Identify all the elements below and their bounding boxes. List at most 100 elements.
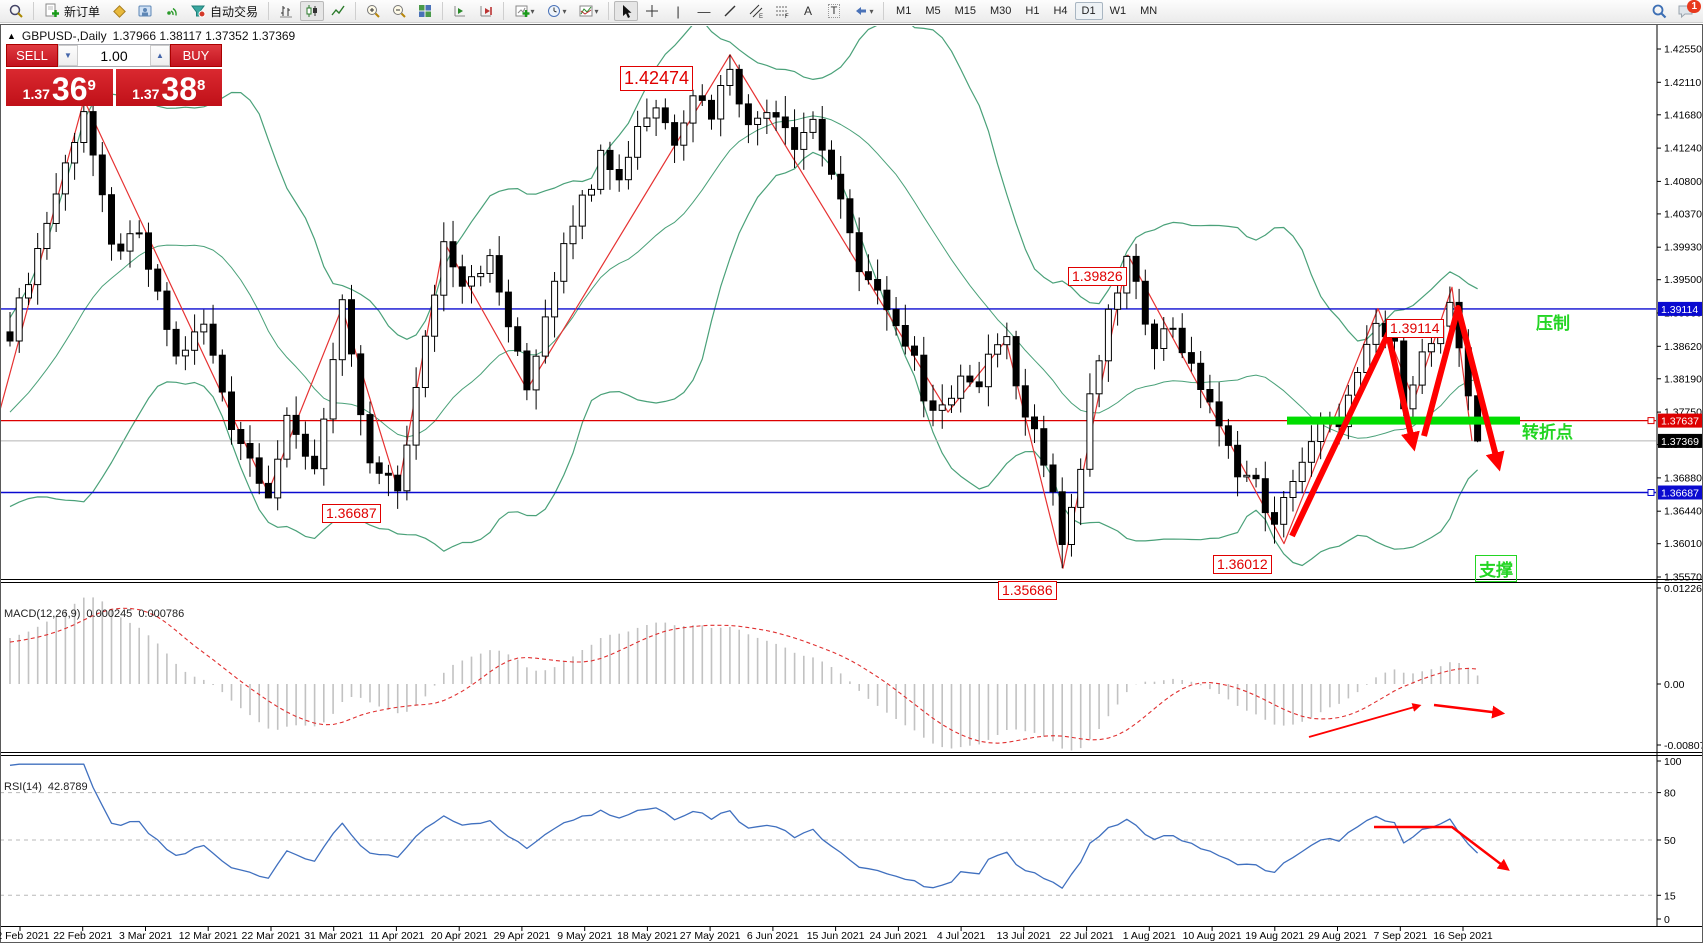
date-tick: 22 Mar 2021 — [242, 930, 301, 942]
search-button[interactable] — [1647, 1, 1671, 21]
candlestick-chart-icon[interactable] — [300, 1, 325, 21]
separator — [442, 2, 444, 20]
toolbar: 新订单 自动交易 ▾ ▾ ▾ — [0, 0, 1703, 23]
vertical-line-icon[interactable]: | — [676, 3, 680, 19]
navigator-icon[interactable] — [133, 1, 157, 21]
price-tick: 1.41680 — [1664, 109, 1702, 121]
rsi-tick: 15 — [1664, 890, 1676, 902]
macd-annotation-arrow[interactable] — [1433, 703, 1506, 719]
annotation-support[interactable]: 支撑 — [1475, 555, 1517, 582]
macd-annotation-arrow[interactable] — [1308, 703, 1422, 738]
signals-icon[interactable] — [159, 1, 183, 21]
tf-button-M1[interactable]: M1 — [896, 5, 912, 17]
volume-box: ▼ 1.00 ▲ — [58, 44, 170, 67]
tf-button-M30[interactable]: M30 — [990, 5, 1012, 17]
date-tick: 7 Sep 2021 — [1373, 930, 1427, 942]
svg-text:E: E — [759, 14, 763, 19]
price-label-sep-high[interactable]: 1.39114 — [1386, 319, 1444, 338]
crosshair-icon[interactable] — [640, 1, 664, 21]
one-click-collapse-icon[interactable]: ▲ — [7, 31, 16, 41]
autotrading-button[interactable]: 自动交易 — [185, 1, 263, 21]
notification-count-badge: 1 — [1687, 0, 1701, 13]
tf-button-M5[interactable]: M5 — [925, 5, 941, 17]
trendline-icon[interactable] — [718, 1, 742, 21]
zoom-out-icon[interactable] — [387, 1, 411, 21]
annotation-resistance[interactable]: 压制 — [1536, 314, 1570, 333]
dropdown-caret-icon: ▾ — [869, 6, 874, 16]
price-tick: 1.38190 — [1664, 373, 1702, 385]
date-tick: 19 Aug 2021 — [1245, 930, 1304, 942]
auto-scroll-icon[interactable] — [448, 1, 472, 21]
favorites-icon[interactable] — [107, 1, 131, 21]
axis-badge-text: 1.36687 — [1661, 488, 1699, 500]
tf-button-MN[interactable]: MN — [1140, 5, 1158, 17]
separator — [355, 2, 357, 20]
price-tick: 1.36010 — [1664, 538, 1702, 550]
equidistant-channel-icon[interactable]: E — [744, 1, 768, 21]
zoom-in-icon[interactable] — [361, 1, 385, 21]
dropdown-caret-icon: ▾ — [594, 6, 599, 16]
tile-windows-icon[interactable] — [413, 1, 437, 21]
rsi-tick: 0 — [1664, 914, 1670, 926]
rsi-tick: 50 — [1664, 835, 1676, 847]
axis-badge-text: 1.37369 — [1661, 436, 1699, 448]
chart-shift-icon[interactable] — [474, 1, 498, 21]
indicators-button[interactable]: ▾ — [573, 1, 603, 21]
line-chart-icon[interactable] — [326, 1, 350, 21]
text-label-icon[interactable]: T — [822, 1, 846, 21]
tf-button-D1[interactable]: D1 — [1074, 2, 1103, 20]
price-tick: 1.39930 — [1664, 242, 1702, 254]
dropdown-caret-icon: ▾ — [530, 6, 535, 16]
bar-chart-icon[interactable] — [274, 1, 298, 21]
date-tick: 29 Aug 2021 — [1308, 930, 1367, 942]
new-chart-button[interactable]: ▾ — [509, 1, 539, 21]
notifications-button[interactable]: 1 — [1673, 0, 1701, 21]
horizontal-line-icon[interactable]: — — [697, 3, 711, 19]
pivot-highlight-bar[interactable] — [1287, 416, 1520, 425]
axis-price-badge — [1658, 485, 1703, 500]
macd-label-row: MACD(12,26,9) 0.000245 0.000786 — [4, 608, 184, 620]
magnifier-chart-icon — [9, 4, 23, 18]
periods-button[interactable]: ▾ — [541, 1, 571, 21]
chart-canvas[interactable]: 1.42550 1.42110 1.41680 1.41240 1.40800 1.403… — [0, 24, 1703, 943]
date-tick: 15 Jun 2021 — [807, 930, 865, 942]
cursor-icon[interactable] — [614, 1, 639, 21]
tf-button-W1[interactable]: W1 — [1109, 5, 1127, 17]
rsi-annotation-arrow[interactable] — [1374, 825, 1510, 871]
price-label-jul-low[interactable]: 1.35686 — [998, 581, 1057, 600]
volume-increase-button[interactable]: ▲ — [150, 45, 170, 66]
sell-button[interactable]: SELL — [6, 44, 58, 67]
tf-button-H1[interactable]: H1 — [1025, 5, 1040, 17]
price-label-mar-low[interactable]: 1.36687 — [322, 504, 381, 523]
fibonacci-icon[interactable]: F — [770, 1, 794, 21]
price-label-aug-low[interactable]: 1.36012 — [1213, 555, 1272, 574]
buy-quote[interactable]: 1.37 38 8 — [115, 69, 222, 106]
new-order-label: 新订单 — [64, 4, 101, 19]
macd-main-value: 0.000245 — [86, 608, 133, 620]
volume-input[interactable]: 1.00 — [100, 47, 128, 64]
price-label-jun-high[interactable]: 1.39826 — [1068, 267, 1127, 286]
price-tick: 1.40800 — [1664, 176, 1702, 188]
symbol-search-icon[interactable] — [4, 1, 28, 21]
separator — [503, 2, 505, 20]
new-order-button[interactable]: 新订单 — [39, 1, 105, 21]
price-label-may-high[interactable]: 1.42474 — [620, 66, 694, 91]
rsi-tick: 80 — [1664, 788, 1676, 800]
annotation-pivot[interactable]: 转折点 — [1522, 423, 1573, 442]
date-tick: 3 Mar 2021 — [119, 930, 172, 942]
text-icon[interactable]: A — [804, 4, 813, 18]
rsi-label: RSI(14) — [4, 781, 42, 793]
tf-button-M15[interactable]: M15 — [954, 5, 976, 17]
new-order-icon — [45, 3, 59, 17]
tf-button-H4[interactable]: H4 — [1053, 5, 1068, 17]
buy-button[interactable]: BUY — [170, 44, 222, 67]
sell-quote[interactable]: 1.37 36 9 — [6, 69, 113, 106]
shapes-icon[interactable]: ▾ — [848, 1, 878, 21]
volume-decrease-button[interactable]: ▼ — [58, 45, 78, 66]
date-tick: 31 Mar 2021 — [304, 930, 363, 942]
chart-symbol-period: GBPUSD-,Daily — [21, 29, 107, 43]
chart-window: 1.42550 1.42110 1.41680 1.41240 1.40800 1.403… — [0, 24, 1703, 943]
sell-price-small: 1.37 — [22, 86, 50, 102]
